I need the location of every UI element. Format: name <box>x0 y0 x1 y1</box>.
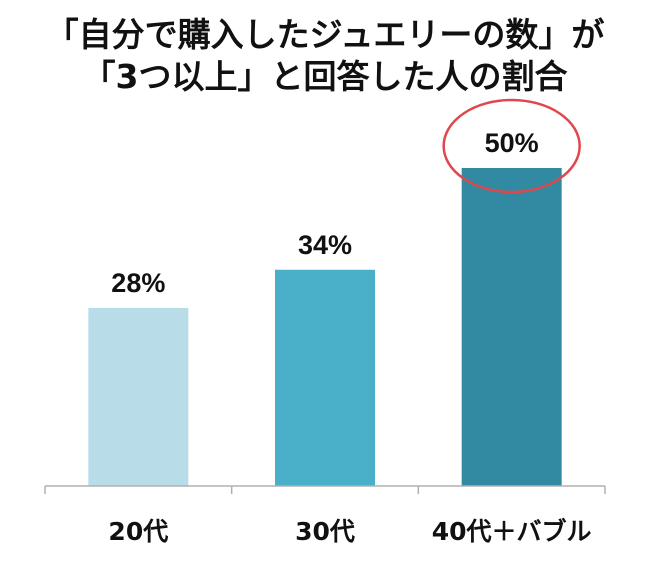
chart-title-line-2: 「3つ以上」と回答した人の割合 <box>82 57 568 96</box>
chart-title-line-1: 「自分で購入したジュエリーの数」が <box>45 15 605 54</box>
bar-2 <box>275 269 375 486</box>
data-label-3: 50% <box>485 128 539 158</box>
category-label-2: 30代 <box>295 517 355 546</box>
bar-1 <box>88 307 189 486</box>
highlight-circle <box>442 98 581 194</box>
data-label-1: 28% <box>111 268 165 298</box>
bar-3 <box>461 168 562 486</box>
data-label-2: 34% <box>298 230 352 260</box>
category-label-1: 20代 <box>108 517 168 546</box>
category-label-3: 40代＋バブル <box>432 517 592 546</box>
